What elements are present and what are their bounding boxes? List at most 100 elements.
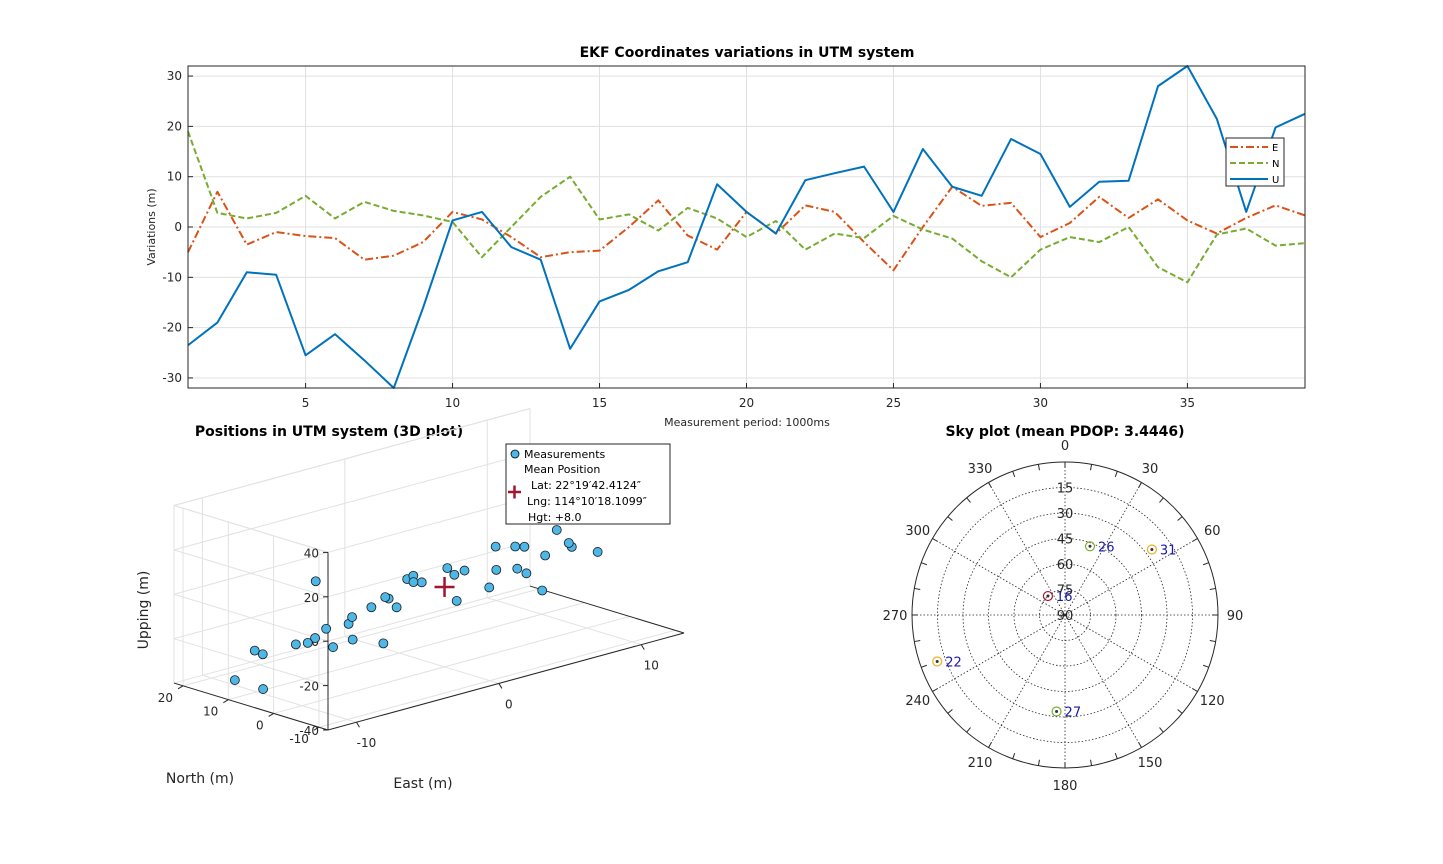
z-tick-label: 20 (304, 591, 319, 605)
azimuth-tick (1159, 727, 1164, 733)
measurement-point (347, 634, 358, 645)
satellite-label: 16 (1056, 590, 1073, 605)
measurement-point (512, 563, 523, 574)
measurement-point (551, 525, 562, 535)
sky-plot-angle-labels: 0 30 60 90 120 150 180 210 240 270 300 330 (883, 439, 1244, 794)
elevation-label: 90 (1057, 609, 1074, 624)
measurement-point (490, 541, 501, 552)
x-tick-label: 10 (445, 396, 460, 410)
measurement-point (442, 563, 453, 574)
azimuth-tick (947, 709, 953, 714)
x-tick-label: 20 (739, 396, 754, 410)
elevation-ring (988, 538, 1142, 692)
azimuth-label: 30 (1142, 462, 1159, 477)
measurement-point (449, 569, 460, 580)
measurement-point (451, 595, 462, 606)
back-wall-gridline (173, 585, 531, 684)
measurement-point (459, 565, 470, 576)
positions-legend: Measurements Mean Position Lat: 22°19′42… (505, 443, 671, 525)
x-tick-label: 35 (1180, 396, 1195, 410)
sky-plot-satellites: 26 31 16 22 27 (932, 540, 1177, 721)
x-tick-label: 30 (1033, 396, 1048, 410)
measurement-point (592, 547, 603, 557)
y-axis-line (173, 682, 329, 731)
variations-y-label: Variations (m) (145, 188, 158, 265)
azimuth-tick (1138, 742, 1142, 748)
measurement-point (510, 541, 521, 552)
floor-gridline (273, 615, 630, 714)
series-line-n (187, 131, 1306, 284)
z-tick-label: -40 (299, 724, 319, 738)
side-wall-gridline (173, 593, 329, 642)
mean-position-marker (434, 576, 455, 597)
azimuth-tick (914, 640, 921, 643)
measurement-point (290, 639, 301, 650)
azimuth-label: 180 (1053, 779, 1078, 794)
azimuth-tick (932, 688, 938, 692)
satellite-dot (1088, 544, 1092, 548)
measurement-point (491, 564, 502, 575)
satellite-ring (1042, 590, 1054, 602)
measurement-point (521, 568, 532, 579)
satellite-ring (1146, 544, 1157, 555)
elevation-ring (1013, 563, 1117, 667)
legend-lng: Lng: 114°10′18.1099″ (527, 495, 647, 508)
measurement-point (416, 577, 427, 588)
positions-grid (173, 407, 685, 731)
azimuth-tick (1012, 471, 1016, 478)
azimuth-spoke (1064, 538, 1198, 616)
positions-chart-title: Positions in UTM system (3D plot) (195, 424, 463, 440)
back-wall-gridline (173, 452, 531, 551)
positions-points (229, 525, 603, 694)
azimuth-tick (1209, 640, 1216, 643)
y-tick-mark (313, 726, 320, 731)
y-tick-label: -10 (162, 270, 182, 284)
measurement-point (484, 582, 495, 593)
measurement-point (257, 649, 268, 660)
y-tick-mark (177, 685, 184, 690)
azimuth-tick (932, 538, 938, 542)
measurement-point (537, 585, 548, 596)
y-tick-label: 0 (174, 220, 182, 234)
positions-z-label: Upping (m) (136, 571, 152, 650)
measurement-point (380, 592, 391, 603)
x-tick-label: -10 (357, 736, 377, 750)
satellite-label: 26 (1098, 540, 1115, 555)
floor-gridline (487, 597, 642, 646)
y-tick-mark (268, 713, 274, 717)
legend-measurements-label: Measurements (524, 448, 606, 461)
variations-lines (187, 65, 1306, 389)
variations-ticks: 5 10 15 20 25 30 35 -30 -20 -10 0 10 20 30 (162, 69, 1195, 410)
measurement-point (408, 577, 419, 588)
legend-n-label: N (1272, 159, 1279, 170)
azimuth-label: 210 (968, 756, 993, 771)
measurement-point (321, 623, 332, 634)
azimuth-tick (921, 664, 928, 668)
legend-u-label: U (1272, 175, 1279, 186)
satellite-label: 31 (1160, 544, 1177, 559)
azimuth-tick (1177, 709, 1183, 714)
azimuth-spoke (988, 482, 1066, 616)
measurement-point (310, 576, 321, 587)
x-tick-label: 15 (592, 396, 607, 410)
x-tick-label: 10 (644, 659, 659, 673)
azimuth-tick (988, 742, 992, 748)
y-tick-label: 20 (167, 119, 182, 133)
positions-x-label: East (m) (393, 776, 452, 792)
azimuth-label: 300 (905, 524, 930, 539)
elevation-label: 15 (1057, 482, 1074, 497)
azimuth-tick (1090, 464, 1093, 471)
sky-plot-title: Sky plot (mean PDOP: 3.4446) (945, 424, 1184, 440)
azimuth-tick (1202, 562, 1209, 566)
azimuth-label: 90 (1227, 609, 1244, 624)
top-edge (173, 505, 329, 553)
satellite-dot (935, 660, 939, 664)
sky-plot-grid (911, 461, 1219, 769)
x-tick-label: 25 (886, 396, 901, 410)
y-tick-label: 30 (167, 69, 182, 83)
elevation-label: 30 (1057, 507, 1074, 522)
y-tick-label: -10 (289, 732, 309, 746)
floor-gridline (182, 588, 540, 687)
